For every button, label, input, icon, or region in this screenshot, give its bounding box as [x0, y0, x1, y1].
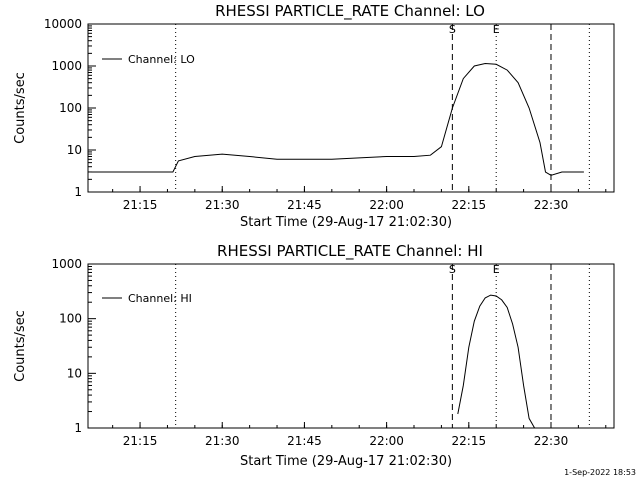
hi-x-tick-label: 21:15: [123, 434, 158, 448]
lo-x-tick-label: 21:15: [123, 198, 158, 212]
lo-axis-ticks: 21:15 21:30 21:45 22:00 22:15 22:30 1 10 100 1000…: [44, 17, 607, 212]
hi-series-line: [457, 294, 536, 429]
hi-x-tick-label: 22:00: [369, 434, 404, 448]
generation-timestamp: 1-Sep-2022 18:53: [564, 468, 636, 477]
hi-marker-label: S: [449, 263, 456, 276]
hi-x-axis-label: Start Time (29-Aug-17 21:02:30): [240, 454, 452, 469]
hi-y-axis-label: Counts/sec: [13, 310, 28, 382]
lo-x-tick-label: 22:30: [534, 198, 569, 212]
hi-axis-ticks: 21:15 21:30 21:45 22:00 22:15 22:30 1 10 100 1000: [51, 257, 607, 448]
lo-marker-label: S: [449, 23, 456, 36]
lo-y-tick-label: 1: [74, 185, 82, 199]
hi-y-tick-label: 1: [74, 421, 82, 435]
hi-chart-title: RHESSI PARTICLE_RATE Channel: HI: [217, 242, 483, 261]
hi-x-tick-label: 21:45: [287, 434, 322, 448]
hi-legend-label: Channel: HI: [128, 292, 192, 305]
lo-y-axis-label: Counts/sec: [13, 72, 28, 144]
lo-x-tick-label: 22:15: [452, 198, 487, 212]
lo-legend-label: Channel: LO: [128, 53, 195, 66]
lo-y-tick-label: 10: [67, 143, 82, 157]
hi-marker-label: E: [493, 263, 500, 276]
lo-plot-frame: [87, 23, 615, 193]
hi-plot-frame: [87, 263, 615, 429]
lo-x-tick-label: 21:45: [287, 198, 322, 212]
lo-y-tick-label: 1000: [51, 59, 82, 73]
hi-x-tick-label: 22:30: [534, 434, 569, 448]
lo-x-tick-label: 22:00: [369, 198, 404, 212]
lo-y-tick-label: 100: [59, 101, 82, 115]
hi-x-tick-label: 21:30: [205, 434, 240, 448]
lo-y-tick-label: 10000: [44, 17, 82, 31]
lo-x-axis-label: Start Time (29-Aug-17 21:02:30): [240, 215, 452, 230]
hi-y-tick-label: 100: [59, 312, 82, 326]
hi-channel-panel: RHESSI PARTICLE_RATE Channel: HI 21:15 21…: [13, 242, 615, 469]
hi-y-tick-label: 1000: [51, 257, 82, 271]
lo-marker-label: E: [493, 23, 500, 36]
lo-series-line: [90, 62, 584, 176]
lo-chart-title: RHESSI PARTICLE_RATE Channel: LO: [215, 2, 485, 21]
lo-x-tick-label: 21:30: [205, 198, 240, 212]
lo-channel-panel: RHESSI PARTICLE_RATE Channel: LO 21:15 21…: [13, 2, 615, 230]
hi-y-tick-label: 10: [67, 366, 82, 380]
hi-x-tick-label: 22:15: [452, 434, 487, 448]
